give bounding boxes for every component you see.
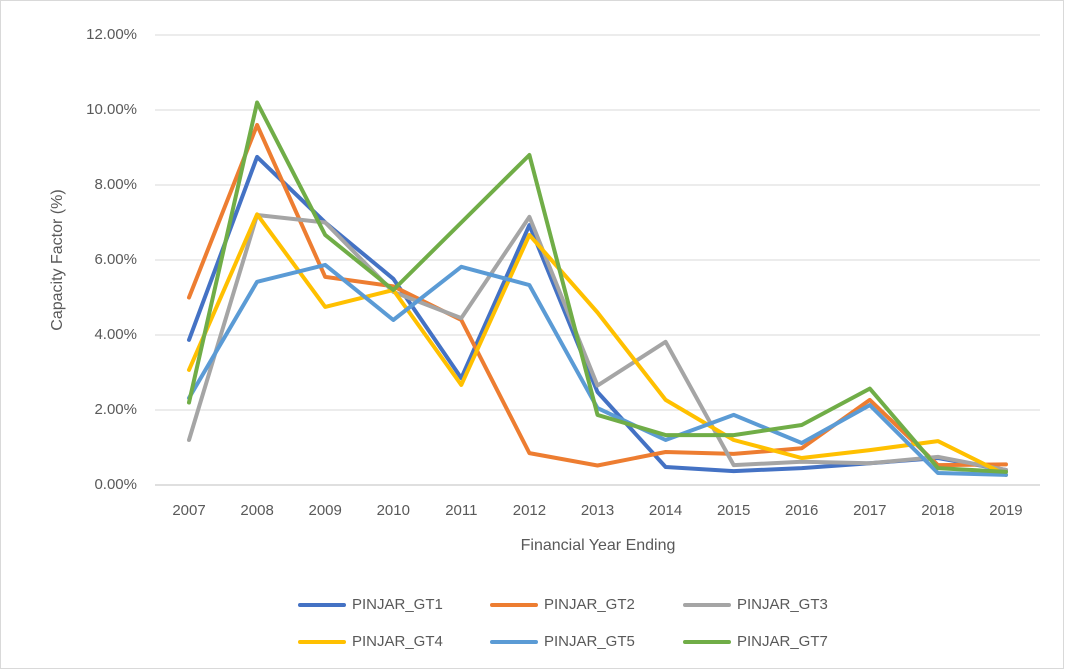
- x-tick-label: 2016: [785, 502, 818, 519]
- legend-label: PINJAR_GT1: [352, 596, 443, 613]
- y-tick-label: 10.00%: [86, 101, 137, 118]
- y-tick-label: 2.00%: [94, 401, 137, 418]
- series-line: [187, 212, 1008, 477]
- x-tick-label: 2012: [513, 502, 546, 519]
- x-tick-label: 2015: [717, 502, 750, 519]
- x-tick-label: 2018: [921, 502, 954, 519]
- y-tick-label: 4.00%: [94, 326, 137, 343]
- x-tick-label: 2011: [445, 502, 477, 519]
- x-tick-label: 2009: [309, 502, 342, 519]
- y-tick-label: 0.00%: [94, 476, 137, 493]
- x-tick-label: 2019: [989, 502, 1022, 519]
- series-line: [187, 213, 1008, 472]
- x-tick-label: 2010: [377, 502, 410, 519]
- x-tick-label: 2013: [581, 502, 614, 519]
- x-tick-label: 2017: [853, 502, 886, 519]
- y-tick-label: 8.00%: [94, 176, 137, 193]
- y-axis-title: Capacity Factor (%): [49, 189, 66, 330]
- x-axis-title: Financial Year Ending: [521, 537, 676, 554]
- legend-label: PINJAR_GT2: [544, 596, 635, 613]
- x-tick-label: 2014: [649, 502, 682, 519]
- y-tick-label: 6.00%: [94, 251, 137, 268]
- legend-label: PINJAR_GT5: [544, 633, 635, 650]
- x-tick-label: 2007: [172, 502, 205, 519]
- x-tick-label: 2008: [240, 502, 273, 519]
- legend-label: PINJAR_GT7: [737, 633, 828, 650]
- series-line: [187, 100, 1008, 474]
- legend-label: PINJAR_GT4: [352, 633, 443, 650]
- y-tick-label: 12.00%: [86, 26, 137, 43]
- legend-label: PINJAR_GT3: [737, 596, 828, 613]
- series-line: [187, 123, 1008, 468]
